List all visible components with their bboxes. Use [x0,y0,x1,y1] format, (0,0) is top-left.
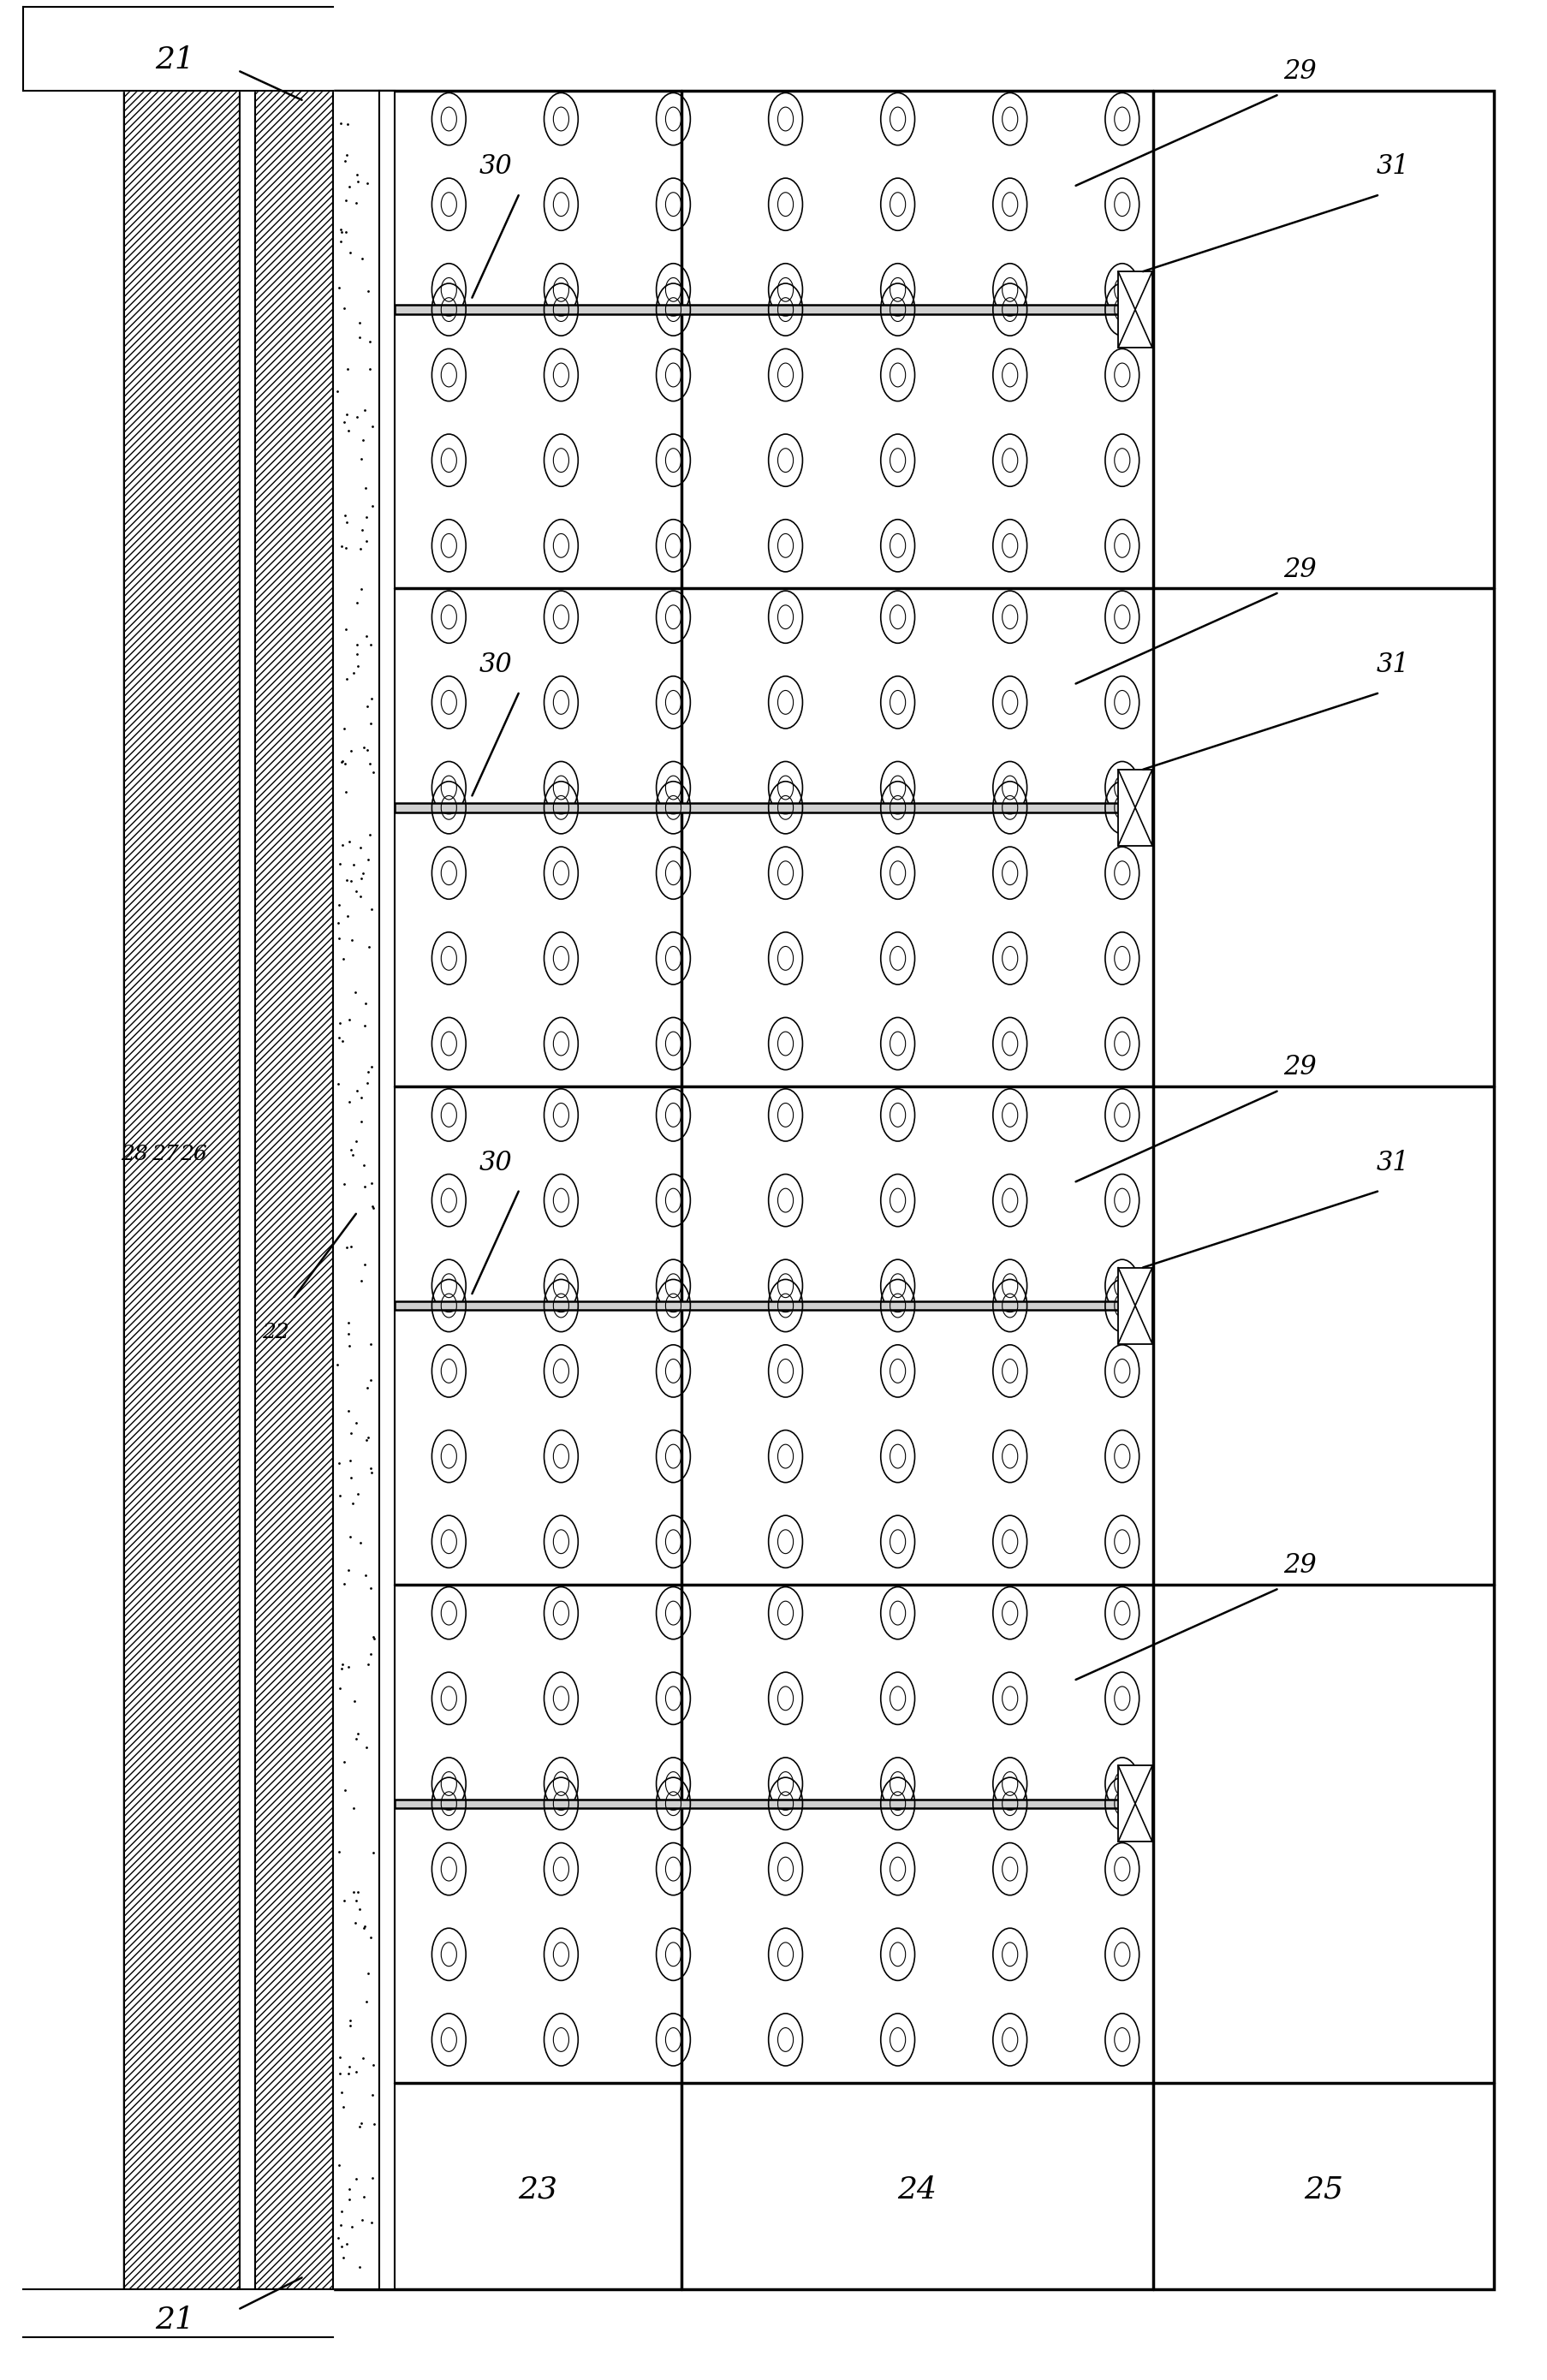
Text: 26: 26 [179,1145,207,1164]
Text: 27: 27 [152,1145,179,1164]
Polygon shape [333,90,379,2290]
Text: 31: 31 [1375,152,1409,181]
Polygon shape [124,90,1493,2290]
Text: 31: 31 [1375,1150,1409,1176]
Polygon shape [394,1799,1145,1809]
Polygon shape [394,1302,1145,1309]
Polygon shape [23,2290,333,2337]
Text: 21: 21 [155,45,193,74]
Polygon shape [394,802,1145,812]
Polygon shape [379,90,394,2290]
Polygon shape [255,90,333,2290]
Polygon shape [240,90,255,2290]
Polygon shape [1117,769,1151,845]
Text: 21: 21 [155,2306,193,2335]
Text: 30: 30 [478,652,512,678]
Text: 30: 30 [478,152,512,181]
Text: 31: 31 [1375,652,1409,678]
Text: 29: 29 [1282,557,1316,583]
Text: 25: 25 [1303,2175,1343,2204]
Text: 23: 23 [518,2175,557,2204]
Text: 29: 29 [1282,1054,1316,1081]
Text: 29: 29 [1282,1552,1316,1578]
Text: 28: 28 [121,1145,149,1164]
Text: 29: 29 [1282,57,1316,86]
Polygon shape [1117,1766,1151,1842]
Text: 30: 30 [478,1150,512,1176]
Polygon shape [394,305,1145,314]
Polygon shape [1117,1269,1151,1345]
Text: 22: 22 [261,1323,289,1342]
Text: 24: 24 [897,2175,936,2204]
Polygon shape [23,7,333,90]
Polygon shape [1117,271,1151,347]
Polygon shape [124,90,240,2290]
